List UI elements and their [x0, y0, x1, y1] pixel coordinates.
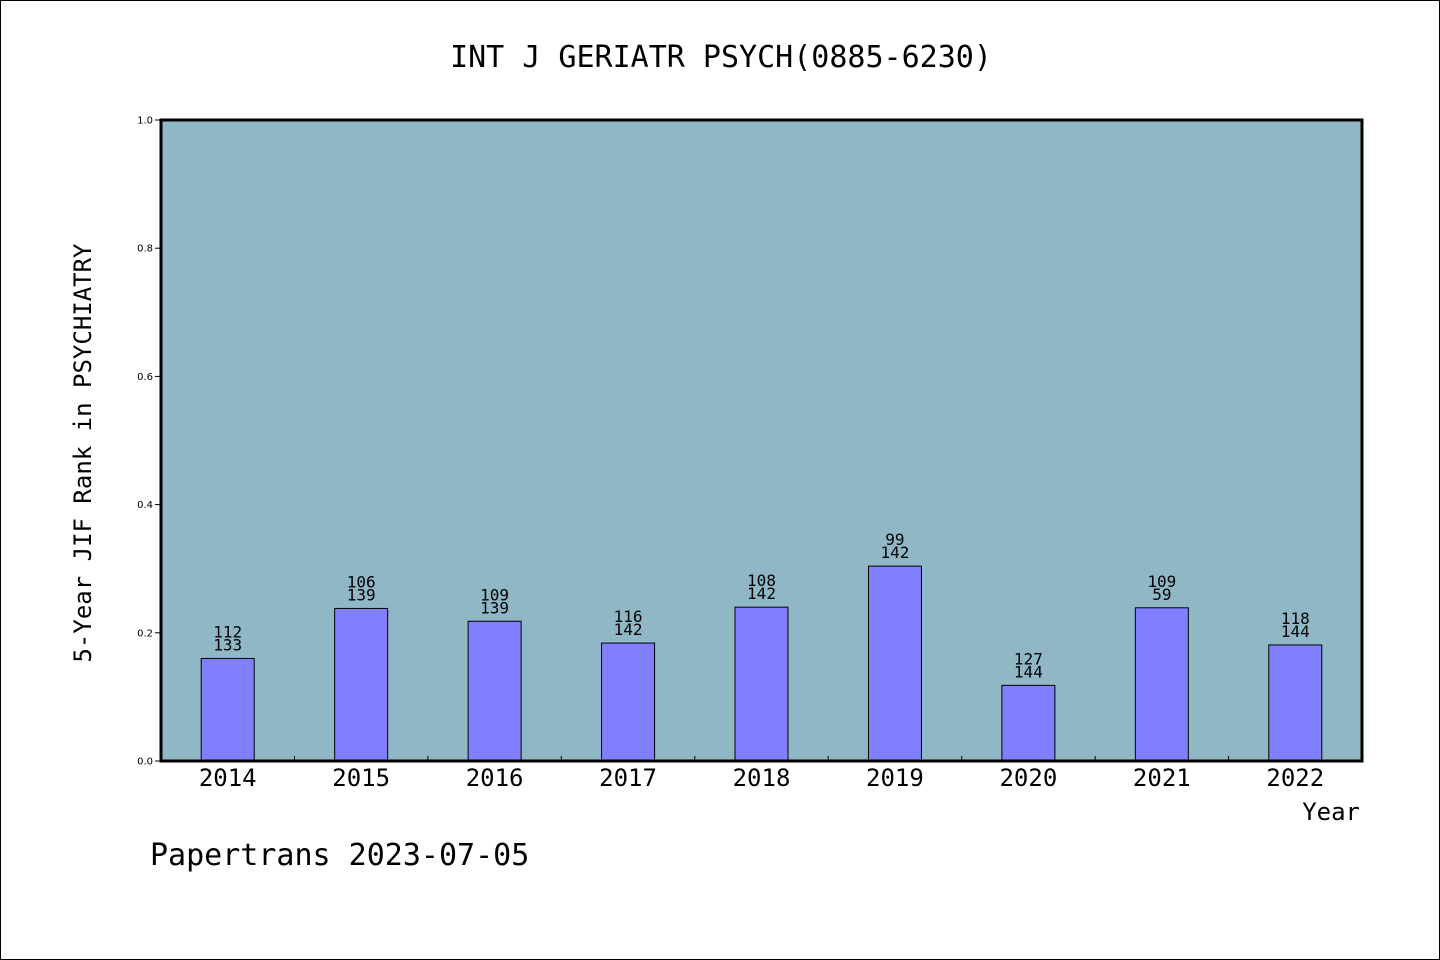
bar-label-top: 99: [885, 530, 904, 549]
bar-label-top: 116: [614, 607, 643, 626]
bar-label-bottom: 139: [347, 585, 376, 604]
x-tick-label: 2015: [332, 764, 390, 792]
x-tick-label: 2019: [866, 764, 924, 792]
x-tick-label: 2020: [999, 764, 1057, 792]
x-tick-label: 2017: [599, 764, 657, 792]
bar-label-top: 112: [213, 622, 242, 641]
bar-label-bottom: 59: [1152, 585, 1171, 604]
y-tick-label: 0.2: [137, 628, 153, 639]
bar: [467, 620, 522, 762]
bar-label-bottom: 144: [1281, 622, 1310, 641]
x-tick-label: 2021: [1133, 764, 1191, 792]
bar: [867, 565, 922, 762]
bar-label-top: 109: [480, 585, 509, 604]
bar-label-top: 118: [1281, 609, 1310, 628]
bar: [1134, 607, 1189, 762]
bar-label-bottom: 142: [747, 584, 776, 603]
y-tick-label: 0.8: [137, 244, 153, 255]
y-tick-label: 0.0: [137, 757, 153, 768]
bar-label-top: 106: [347, 572, 376, 591]
bar: [200, 657, 255, 762]
x-tick-label: 2018: [733, 764, 791, 792]
chart-title: INT J GERIATR PSYCH(0885-6230): [450, 40, 992, 75]
bar-label-bottom: 139: [480, 598, 509, 617]
plot-border: [159, 118, 1364, 763]
y-tick-label: 0.4: [137, 500, 153, 511]
bar: [334, 607, 389, 762]
y-axis-label: 5-Year JIF Rank in PSYCHIATRY: [69, 243, 97, 663]
bar-label-bottom: 142: [614, 620, 643, 639]
y-tick-label: 1.0: [137, 116, 153, 127]
footer-text: Papertrans 2023-07-05: [150, 838, 529, 873]
x-tick-label: 2016: [466, 764, 524, 792]
x-tick-label: 2022: [1266, 764, 1324, 792]
bar-label-bottom: 144: [1014, 662, 1043, 681]
bar: [601, 642, 656, 762]
bar-label-top: 127: [1014, 649, 1043, 668]
bar-label-top: 109: [1147, 572, 1176, 591]
bar: [1268, 644, 1323, 762]
x-axis-label: Year: [1302, 798, 1360, 826]
bar: [734, 606, 789, 762]
bar-label-top: 108: [747, 571, 776, 590]
bar-label-bottom: 133: [213, 635, 242, 654]
x-tick-label: 2014: [199, 764, 257, 792]
bar-label-bottom: 142: [880, 543, 909, 562]
bar: [1001, 684, 1056, 762]
y-tick-label: 0.6: [137, 372, 153, 383]
